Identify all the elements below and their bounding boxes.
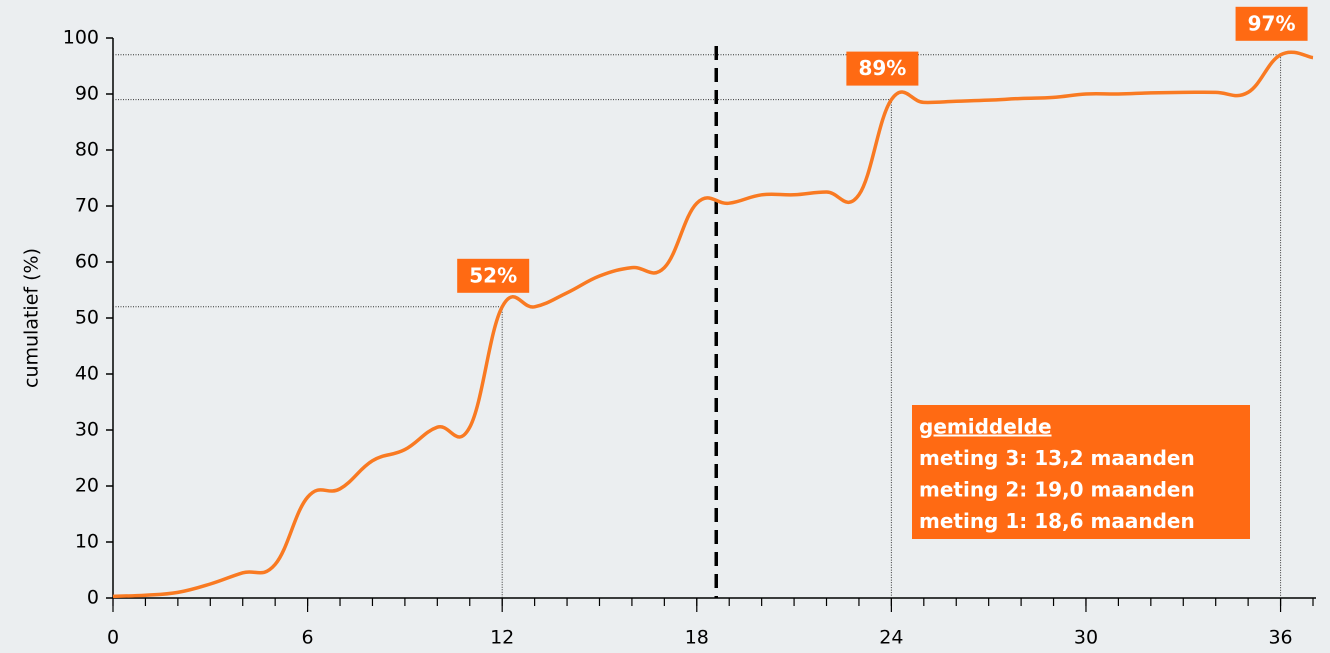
y-tick-label: 0 xyxy=(87,587,99,609)
y-axis-label: cumulatief (%) xyxy=(21,248,43,388)
annotation-label: 89% xyxy=(858,56,906,80)
x-tick-label: 0 xyxy=(107,627,119,649)
x-tick-label: 6 xyxy=(302,627,314,649)
mean-box-line: meting 1: 18,6 maanden xyxy=(919,509,1195,533)
y-tick-label: 20 xyxy=(75,475,99,497)
mean-box-bg xyxy=(912,405,1250,539)
y-tick-label: 10 xyxy=(75,531,99,553)
annotation: 97% xyxy=(1235,6,1308,41)
y-tick-label: 30 xyxy=(75,419,99,441)
x-tick-label: 18 xyxy=(685,627,709,649)
x-tick-label: 36 xyxy=(1268,627,1292,649)
y-tick-label: 80 xyxy=(75,139,99,161)
mean-box: gemiddelde meting 3: 13,2 maanden meting 2… xyxy=(912,405,1250,539)
annotation-label: 97% xyxy=(1248,11,1296,35)
mean-box-line: meting 3: 13,2 maanden xyxy=(919,446,1195,470)
mean-box-line: meting 2: 19,0 maanden xyxy=(919,478,1195,502)
mean-box-title: gemiddelde xyxy=(919,415,1052,439)
y-tick-label: 50 xyxy=(75,307,99,329)
y-tick-label: 70 xyxy=(75,195,99,217)
y-tick-label: 90 xyxy=(75,83,99,105)
y-tick-label: 60 xyxy=(75,251,99,273)
x-tick-label: 24 xyxy=(879,627,903,649)
annotation: 52% xyxy=(457,258,530,293)
data-line xyxy=(112,50,1314,599)
x-tick-label: 12 xyxy=(490,627,514,649)
annotation: 89% xyxy=(846,51,919,86)
annotation-bg xyxy=(846,51,919,86)
annotation-bg xyxy=(457,258,530,293)
annotation-label: 52% xyxy=(469,263,517,287)
y-tick-label: 100 xyxy=(63,27,99,49)
y-tick-label: 40 xyxy=(75,363,99,385)
annotation-bg xyxy=(1235,6,1308,41)
x-tick-label: 30 xyxy=(1074,627,1098,649)
